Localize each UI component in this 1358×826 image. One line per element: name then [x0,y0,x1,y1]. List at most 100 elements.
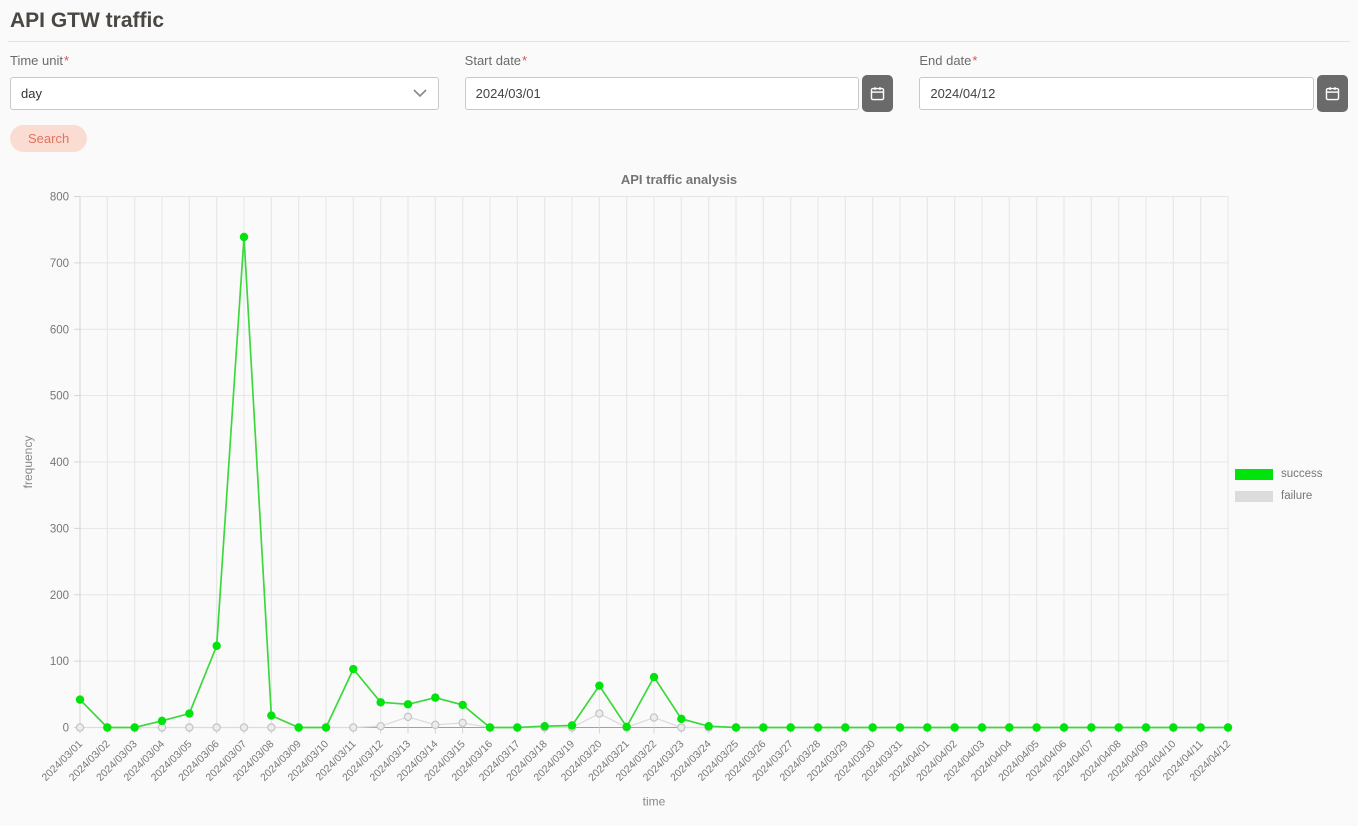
point-success[interactable] [1087,723,1096,732]
y-tick-label: 700 [50,258,69,270]
legend-swatch-success [1235,468,1273,480]
end-date-calendar-button[interactable] [1317,75,1349,112]
point-success[interactable] [431,693,440,702]
point-success[interactable] [841,723,850,732]
point-success[interactable] [458,700,467,710]
point-success[interactable] [1059,723,1069,732]
point-success[interactable] [103,723,112,732]
y-tick-label: 0 [63,723,69,735]
point-success[interactable] [950,723,959,732]
y-tick-label: 800 [50,192,69,204]
point-failure[interactable] [75,723,85,732]
point-failure[interactable] [349,723,358,732]
point-success[interactable] [1032,723,1041,732]
point-success[interactable] [868,723,877,732]
end-date-label-text: End date [919,53,972,68]
point-success[interactable] [239,232,249,242]
time-unit-label: Time unit* [10,53,439,69]
header-divider [8,41,1350,42]
point-failure[interactable] [376,721,385,731]
point-failure[interactable] [185,723,194,732]
point-success[interactable] [75,695,85,704]
point-success[interactable] [157,716,167,726]
legend-label-failure: failure [1281,490,1313,502]
point-success[interactable] [1114,723,1123,732]
point-failure[interactable] [431,720,440,730]
point-failure[interactable] [595,709,604,718]
end-date-input[interactable] [919,77,1315,110]
y-tick-label: 100 [50,656,69,668]
point-failure[interactable] [239,723,249,732]
point-success[interactable] [130,723,139,732]
point-success[interactable] [977,723,987,732]
point-success[interactable] [1141,723,1151,732]
point-success[interactable] [212,641,221,651]
point-success[interactable] [731,723,741,732]
end-date-label: End date* [919,53,1348,69]
point-success[interactable] [349,664,358,674]
point-success[interactable] [1196,723,1205,732]
point-failure[interactable] [267,723,276,732]
point-success[interactable] [895,723,905,732]
page-title: API GTW traffic [10,9,165,32]
point-success[interactable] [485,723,495,732]
point-failure[interactable] [458,718,467,728]
point-success[interactable] [786,723,795,732]
start-date-field: Start date* [464,53,894,112]
point-success[interactable] [923,723,932,732]
x-axis-title: time [643,795,666,809]
time-unit-label-text: Time unit [10,53,63,68]
point-success[interactable] [540,721,549,731]
point-success[interactable] [267,711,276,720]
search-button[interactable]: Search [10,125,88,152]
point-failure[interactable] [649,713,659,722]
point-success[interactable] [813,723,823,732]
required-asterisk: * [522,53,528,68]
chart-title: API traffic analysis [620,172,738,187]
point-success[interactable] [622,722,631,732]
point-success[interactable] [403,700,413,709]
time-unit-select[interactable]: day [10,77,439,110]
point-success[interactable] [595,681,604,690]
point-success[interactable] [321,723,331,732]
calendar-icon [1325,87,1340,101]
y-tick-label: 300 [50,523,69,535]
y-tick-label: 400 [50,457,69,469]
point-success[interactable] [649,672,659,682]
time-unit-field: Time unit* day [10,53,439,112]
legend-item-success[interactable]: success [1235,468,1323,480]
point-success[interactable] [376,698,385,707]
y-axis-title: frequency [21,436,35,489]
legend-item-failure[interactable]: failure [1235,490,1323,502]
point-success[interactable] [1169,723,1178,732]
end-date-field: End date* [919,53,1349,112]
start-date-input[interactable] [464,77,860,110]
calendar-icon [871,87,885,101]
point-success[interactable] [1223,723,1233,732]
filter-form: Time unit* day Start date* [10,53,1349,112]
point-success[interactable] [185,709,194,718]
point-success[interactable] [1005,723,1014,732]
start-date-label-text: Start date [464,53,522,68]
y-tick-label: 500 [50,391,69,403]
y-tick-label: 200 [50,590,69,602]
required-asterisk: * [63,53,70,68]
point-success[interactable] [704,721,713,731]
point-success[interactable] [677,714,686,724]
chart-legend: success failure [1235,468,1323,512]
legend-swatch-failure [1235,490,1273,502]
line-chart-canvas: 01002003004005006007008002024/03/012024/… [21,192,1233,809]
start-date-label: Start date* [465,53,894,69]
point-success[interactable] [759,723,768,732]
legend-label-success: success [1281,468,1323,480]
point-success[interactable] [567,721,577,730]
point-failure[interactable] [212,723,221,732]
point-failure[interactable] [677,723,686,732]
required-asterisk: * [972,53,978,68]
point-success[interactable] [513,723,522,732]
y-tick-label: 600 [50,324,69,336]
point-failure[interactable] [403,712,413,722]
api-traffic-chart: API traffic analysis 0 100 200 300 400 500 600… [10,165,1348,815]
point-success[interactable] [294,723,303,732]
start-date-calendar-button[interactable] [862,75,894,112]
